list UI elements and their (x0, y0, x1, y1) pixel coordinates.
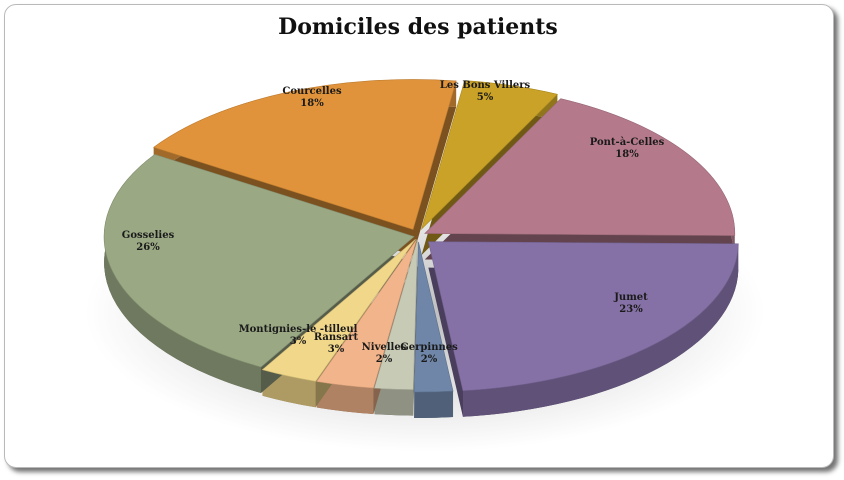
slice-label-nivelles: Nivelles (362, 342, 407, 353)
slice-label-montignies-le-tilleul: Montignies-le -tilleul (239, 324, 358, 335)
slice-value-courcelles: 18% (300, 98, 324, 109)
slice-value-les-bons-villers: 5% (477, 92, 494, 103)
slice-courcelles (152, 79, 457, 230)
slice-ransart (316, 239, 417, 389)
slice-value-gosselies: 26% (136, 242, 160, 253)
slice-jumet (427, 241, 739, 392)
slice-value-gerpinnes: 2% (421, 354, 438, 365)
slice-rim-nivelles (374, 388, 414, 416)
slice-nivelles (374, 239, 418, 390)
slice-label-courcelles: Courcelles (282, 86, 342, 97)
slice-label-pont-a-celles: Pont-à-Celles (590, 137, 665, 148)
slice-rim-gosselies (104, 154, 261, 393)
slice-value-montignies-le-tilleul: 3% (290, 336, 307, 347)
chart-title: Domiciles des patients (278, 14, 558, 40)
slice-label-gerpinnes: Gerpinnes (400, 342, 458, 353)
slice-montignies-le-tilleul (261, 239, 416, 382)
slice-rim-gerpinnes (414, 391, 454, 418)
slice-les-bons-villers (420, 80, 558, 231)
slice-gerpinnes (413, 241, 454, 393)
slice-label-ransart: Ransart (314, 332, 359, 343)
slice-label-gosselies: Gosselies (122, 230, 175, 241)
slice-rim-ransart (316, 381, 374, 415)
slice-rim-jumet (462, 243, 739, 417)
slice-label-jumet: Jumet (613, 292, 648, 303)
slice-gosselies (103, 154, 415, 368)
slice-label-les-bons-villers: Les Bons Villers (440, 80, 531, 91)
slice-pont-a-celles (424, 98, 736, 236)
slice-value-pont-a-celles: 18% (615, 149, 639, 160)
slice-value-ransart: 3% (328, 344, 345, 355)
slice-value-jumet: 23% (619, 304, 643, 315)
slice-value-nivelles: 2% (376, 354, 393, 365)
